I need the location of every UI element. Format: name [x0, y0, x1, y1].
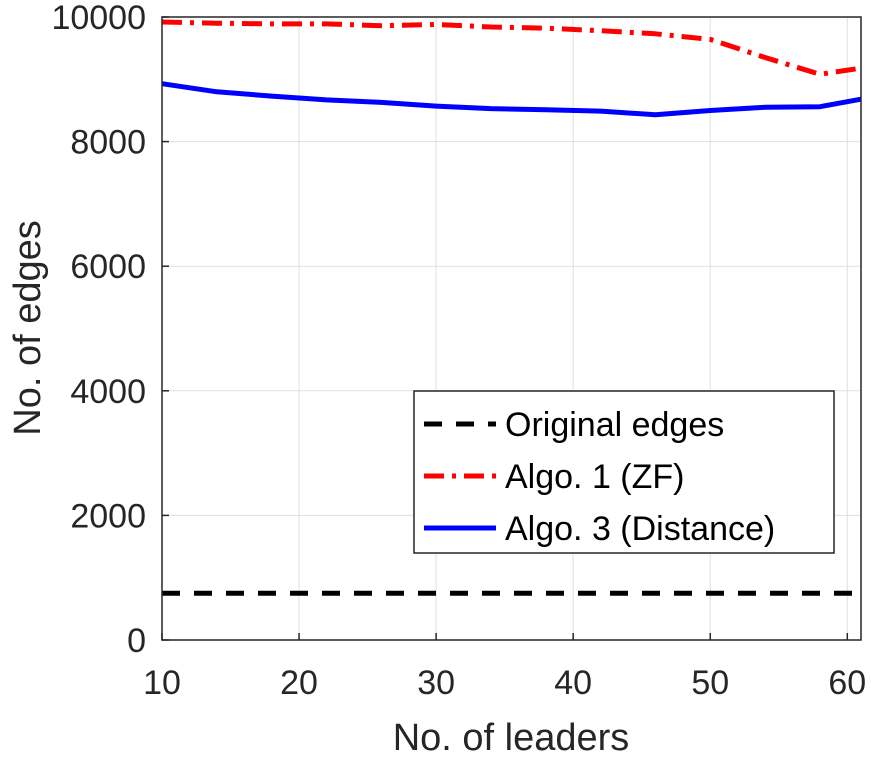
x-tick-label: 40 [554, 664, 592, 702]
x-tick-label: 60 [828, 664, 866, 702]
series-line-2 [161, 19, 862, 77]
series-line-3 [161, 81, 862, 118]
legend-label-3: Algo. 3 (Distance) [505, 510, 775, 548]
y-tick-label: 4000 [70, 373, 146, 411]
x-tick-label: 20 [280, 664, 318, 702]
axis-ticks: 10 20 30 40 50 60 0 2000 4000 6000 8000 10000 [51, 0, 866, 702]
x-tick-label: 30 [417, 664, 455, 702]
x-axis-label: No. of leaders [393, 717, 630, 759]
y-axis-label: No. of edges [7, 220, 49, 435]
y-tick-label: 0 [127, 622, 146, 660]
plot-series [161, 19, 862, 596]
legend-label-2: Algo. 1 (ZF) [505, 458, 684, 496]
legend: Original edges Algo. 1 (ZF) Algo. 3 (Dista… [413, 390, 835, 554]
legend-label-1: Original edges [505, 406, 724, 444]
y-tick-label: 10000 [51, 0, 146, 37]
x-tick-label: 50 [691, 664, 729, 702]
y-tick-label: 8000 [70, 124, 146, 162]
y-tick-label: 2000 [70, 497, 146, 535]
y-tick-label: 6000 [70, 248, 146, 286]
x-tick-label: 10 [143, 664, 181, 702]
plot-frame [161, 16, 862, 641]
